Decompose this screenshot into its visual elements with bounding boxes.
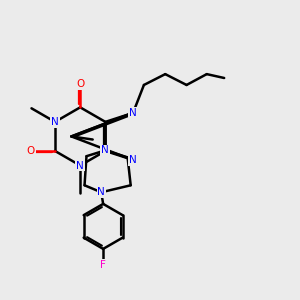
- Text: N: N: [51, 117, 59, 127]
- Text: N: N: [97, 187, 105, 197]
- Text: N: N: [76, 160, 84, 170]
- Text: F: F: [100, 260, 106, 270]
- Text: O: O: [76, 79, 84, 89]
- Text: N: N: [129, 155, 137, 165]
- Text: O: O: [27, 146, 35, 156]
- Text: N: N: [129, 108, 137, 118]
- Text: N: N: [101, 146, 109, 155]
